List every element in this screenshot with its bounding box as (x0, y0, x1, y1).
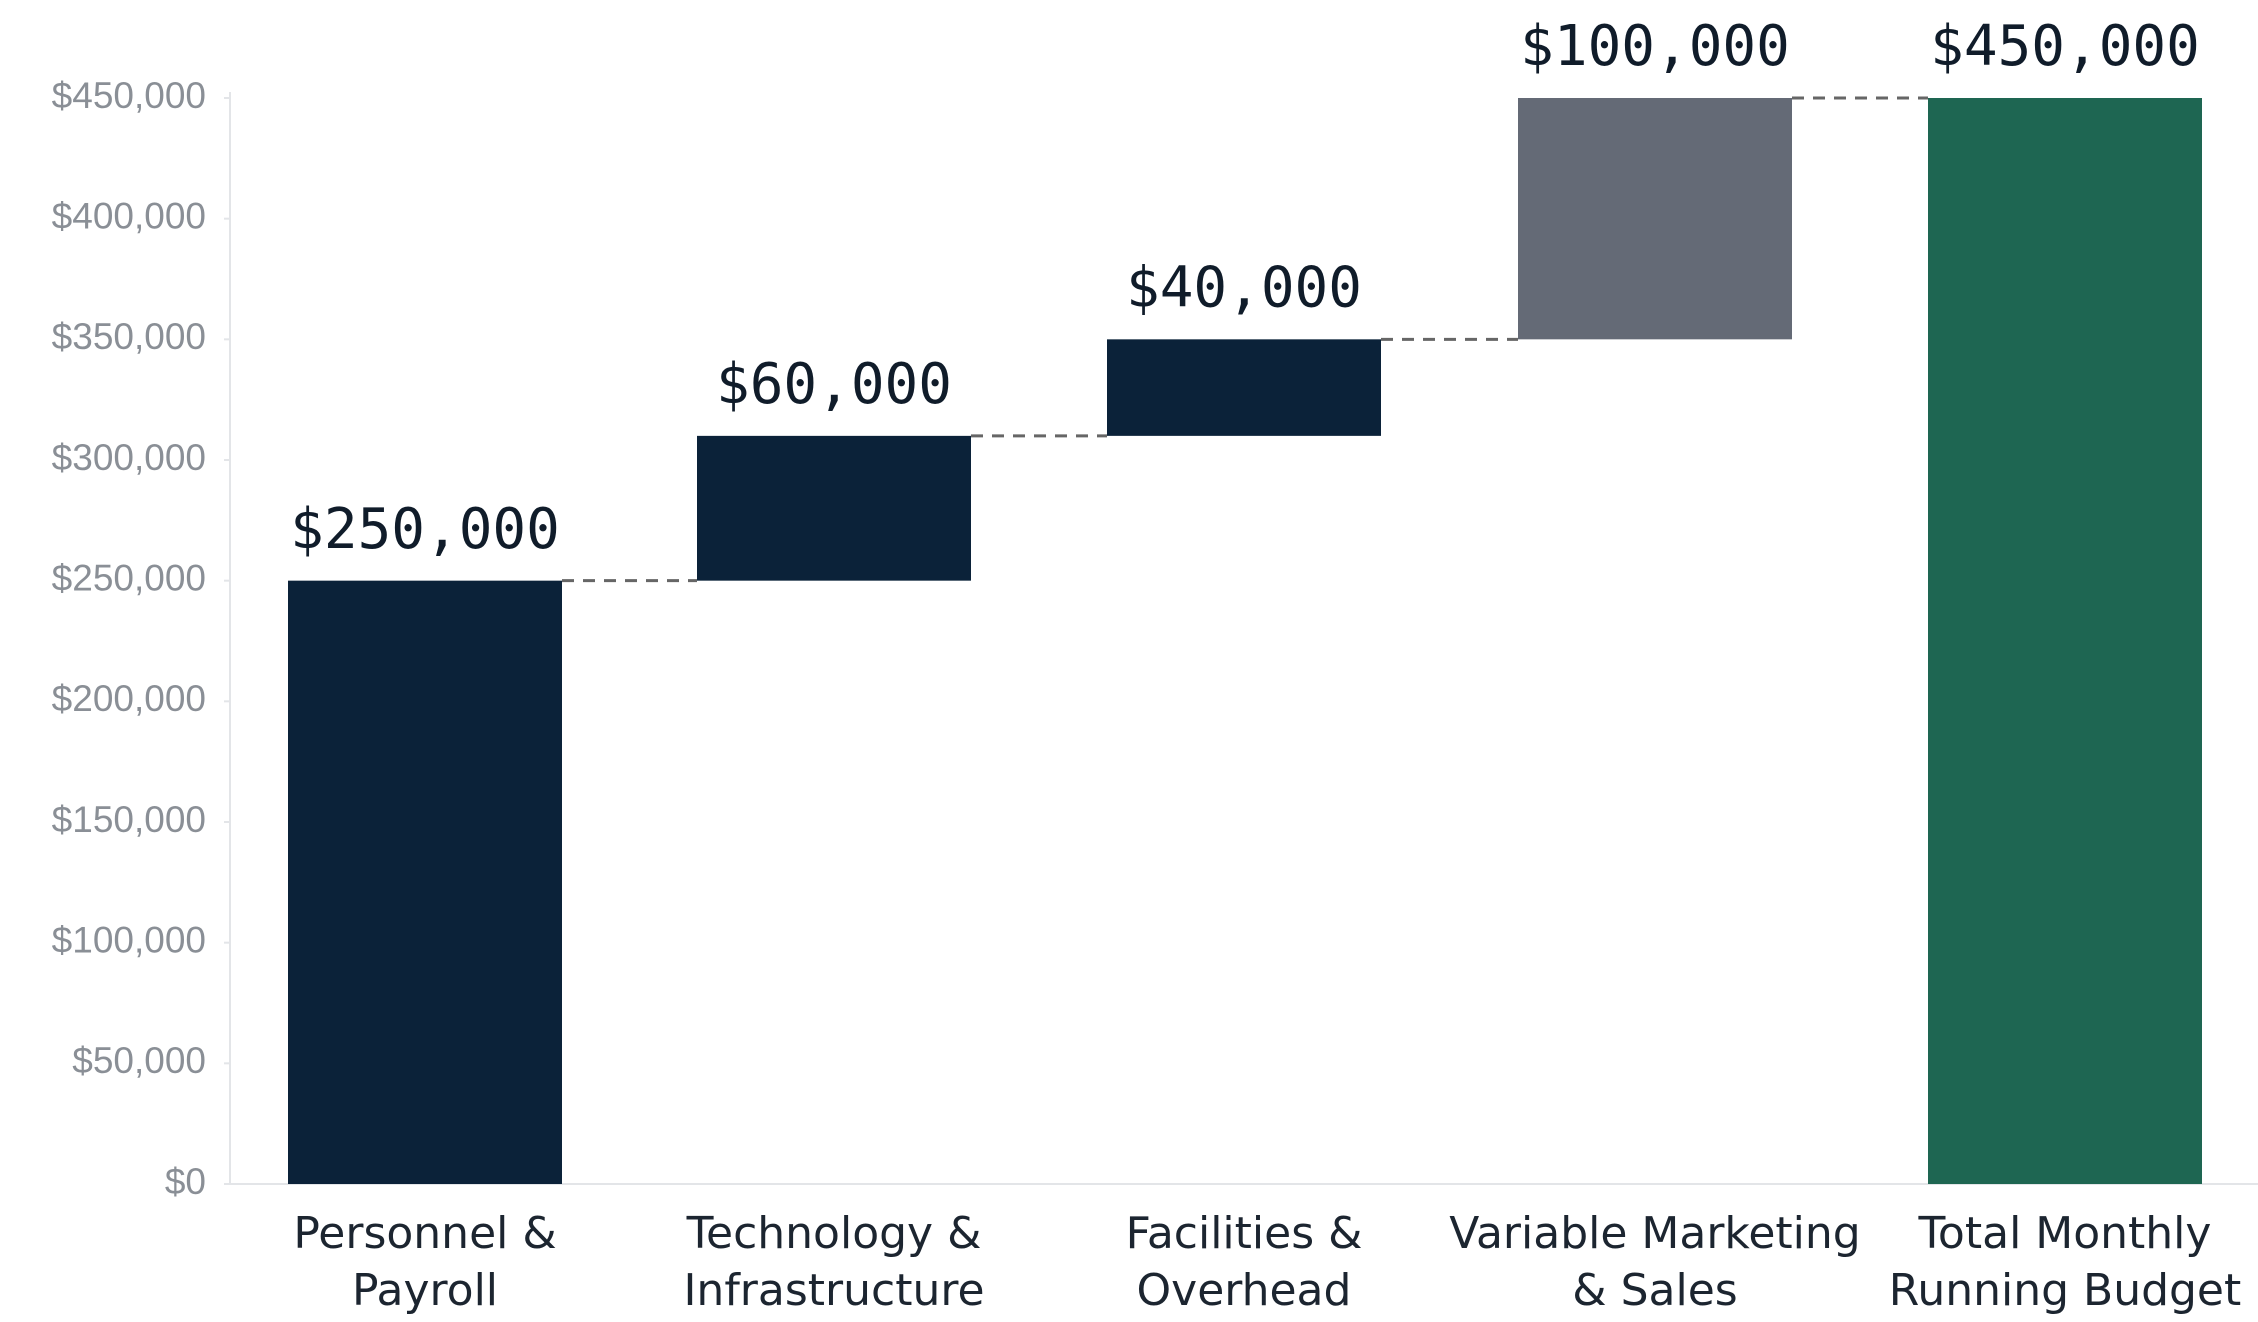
bar (1107, 339, 1381, 436)
y-tick-label: $0 (165, 1161, 206, 1202)
x-tick-label: Overhead (1137, 1265, 1352, 1316)
x-tick-label: Technology & (686, 1208, 982, 1259)
value-label: $40,000 (1126, 255, 1362, 320)
y-tick-label: $50,000 (72, 1040, 206, 1081)
value-label: $250,000 (290, 497, 560, 562)
x-tick-label: Variable Marketing (1449, 1208, 1860, 1259)
value-label: $60,000 (716, 352, 952, 417)
y-tick-label: $200,000 (52, 678, 206, 719)
y-tick-label: $350,000 (52, 316, 206, 357)
bar (1928, 98, 2202, 1184)
x-tick-label: Personnel & (293, 1208, 556, 1259)
y-tick-label: $400,000 (52, 195, 206, 236)
x-tick-label: Infrastructure (683, 1265, 984, 1316)
bar (1518, 98, 1792, 340)
value-label: $450,000 (1930, 14, 2200, 79)
x-tick-label: Total Monthly (1918, 1208, 2212, 1259)
y-tick-label: $100,000 (52, 919, 206, 960)
y-tick-label: $250,000 (52, 557, 206, 598)
x-tick-label: Facilities & (1126, 1208, 1363, 1259)
x-tick-label: Payroll (352, 1265, 498, 1316)
x-tick-label: Running Budget (1889, 1265, 2242, 1316)
bar (288, 580, 562, 1184)
y-tick-label: $300,000 (52, 437, 206, 478)
x-tick-label: & Sales (1572, 1265, 1737, 1316)
y-tick-label: $450,000 (52, 75, 206, 116)
y-tick-label: $150,000 (52, 799, 206, 840)
value-label: $100,000 (1520, 14, 1790, 79)
bar (697, 435, 971, 581)
